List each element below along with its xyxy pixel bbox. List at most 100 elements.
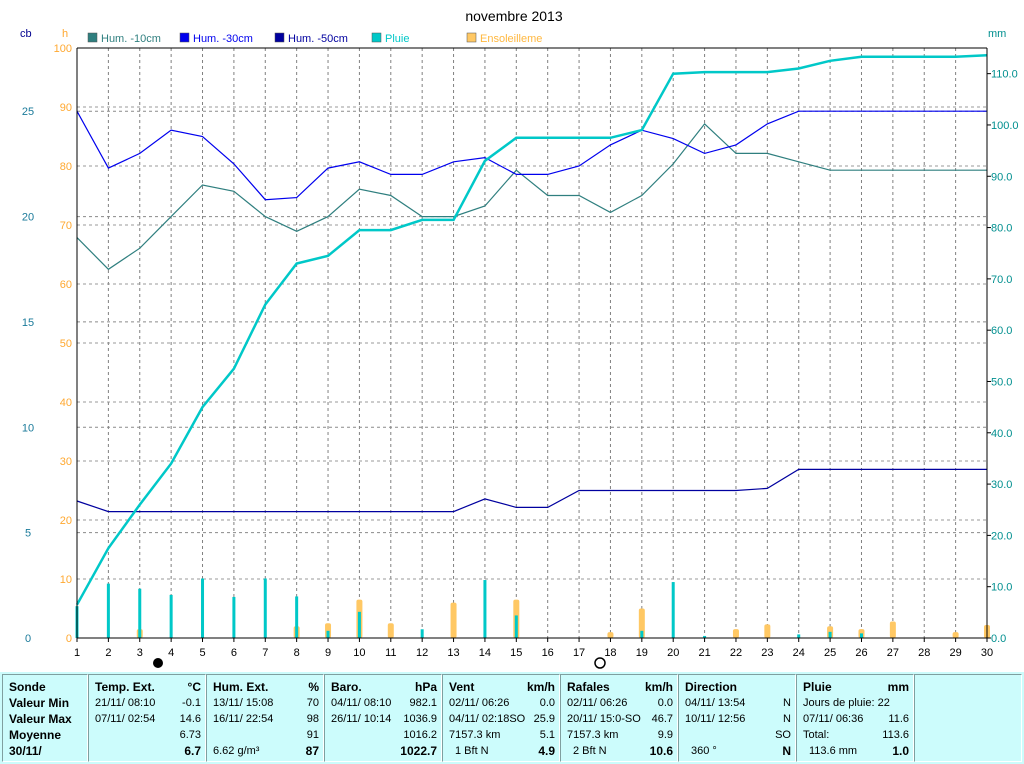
hum-max-date: 16/11/ 22:54 — [213, 713, 274, 725]
legend-label: Ensoleilleme — [480, 33, 542, 45]
rafales-max-val: 46.7 — [651, 713, 673, 725]
rain-bar — [703, 635, 707, 638]
baro-max-date: 26/11/ 10:14 — [331, 713, 392, 725]
left-inner-unit: h — [62, 28, 68, 40]
label-sonde: Sonde — [9, 680, 46, 694]
legend-label: Hum. -10cm — [101, 33, 161, 45]
pluie-max-val: 11.6 — [888, 713, 909, 725]
pluie-total-label: Total: — [803, 729, 830, 741]
legend-label: Pluie — [385, 33, 409, 45]
right-tick-label: 60.0 — [991, 325, 1012, 337]
left-outer-tick-label: 15 — [22, 317, 34, 329]
temp-max-val: 14.6 — [179, 713, 201, 725]
x-tick-label: 24 — [793, 647, 805, 659]
rain-bar — [263, 578, 267, 638]
rain-bar — [326, 630, 330, 638]
left-outer-tick-label: 25 — [22, 106, 34, 118]
temp-min-val: -0.1 — [182, 697, 201, 709]
right-tick-label: 110.0 — [991, 69, 1018, 81]
left-inner-tick-label: 40 — [60, 397, 72, 409]
stats-temp: Temp. Ext. °C 21/11/ 08:10 -0.1 07/11/ 02:… — [88, 674, 206, 762]
dir-max-date: 10/11/ 12:56 — [685, 713, 746, 725]
x-tick-label: 28 — [918, 647, 930, 659]
left-outer-tick-label: 20 — [22, 212, 34, 224]
dir-deg: 360 ° — [691, 745, 717, 757]
legend-swatch — [87, 32, 98, 43]
vent-max-date: 04/11/ 02:18SO — [449, 713, 526, 725]
rafales-max-date: 20/11/ 15:0-SO — [567, 713, 641, 725]
rain-bar — [169, 594, 173, 638]
temp-moy: 6.73 — [179, 729, 201, 741]
right-tick-label: 50.0 — [991, 376, 1012, 388]
x-tick-label: 6 — [231, 647, 237, 659]
sunshine-bar — [732, 629, 739, 638]
stats-direction: Direction 04/11/ 13:54 N 10/11/ 12:56 N SO… — [678, 674, 796, 762]
stats-vent: Vent km/h 02/11/ 06:26 0.0 04/11/ 02:18SO 2… — [442, 674, 560, 762]
x-tick-label: 18 — [604, 647, 616, 659]
rain-bar — [859, 633, 863, 638]
left-outer-tick-label: 5 — [25, 528, 31, 540]
x-tick-label: 8 — [294, 647, 300, 659]
vent-min-date: 02/11/ 06:26 — [449, 697, 510, 709]
right-unit: mm — [988, 28, 1006, 40]
pluie-current: 1.0 — [892, 744, 909, 758]
left-inner-tick-label: 80 — [60, 161, 72, 173]
x-tick-label: 2 — [105, 647, 111, 659]
x-tick-label: 22 — [730, 647, 742, 659]
weather-chart: novembre 2013 cb h mm Hum. -10cm Hum. -30… — [20, 8, 1019, 669]
pluie-total: 113.6 — [882, 729, 909, 741]
hum-title: Hum. Ext. — [213, 680, 269, 694]
x-tick-label: 15 — [510, 647, 522, 659]
x-tick-label: 9 — [325, 647, 331, 659]
vent-unit: km/h — [526, 680, 555, 694]
x-tick-label: 16 — [542, 647, 554, 659]
legend-label: Hum. -30cm — [193, 33, 253, 45]
series-lines — [75, 53, 988, 606]
right-tick-label: 100.0 — [991, 120, 1019, 132]
dir-moy: SO — [775, 729, 791, 741]
baro-moy: 1016.2 — [403, 729, 437, 741]
left-inner-tick-label: 50 — [60, 338, 72, 350]
pluie-title: Pluie — [803, 680, 832, 694]
left-inner-tick-label: 10 — [60, 574, 72, 586]
label-min: Valeur Min — [9, 696, 70, 710]
rafales-dist: 7157.3 km — [567, 729, 619, 741]
sunshine-bar — [387, 623, 394, 638]
rain-bar — [828, 631, 832, 638]
right-tick-label: 10.0 — [991, 582, 1012, 594]
vent-dist: 7157.3 km — [449, 729, 501, 741]
x-tick-label: 10 — [353, 647, 365, 659]
x-tick-label: 30 — [981, 647, 993, 659]
vent-moy: 5.1 — [539, 729, 555, 741]
rafales-moy: 9.9 — [657, 729, 673, 741]
sunshine-bar — [450, 602, 457, 638]
full-moon-icon — [594, 657, 606, 669]
rain-bar — [106, 583, 110, 638]
rafales-min-date: 02/11/ 06:26 — [567, 697, 628, 709]
temp-max-date: 07/11/ 02:54 — [95, 713, 156, 725]
left-inner-tick-label: 0 — [66, 633, 72, 645]
series-line-hum-30cm — [76, 110, 987, 201]
rain-bar — [138, 588, 142, 638]
sunshine-bar — [889, 621, 896, 638]
hum-min-date: 13/11/ 15:08 — [213, 697, 274, 709]
rafales-current: 10.6 — [649, 744, 673, 758]
x-tick-label: 23 — [761, 647, 773, 659]
dir-min-date: 04/11/ 13:54 — [685, 697, 746, 709]
stats-pluie: Pluie mm Jours de pluie: 22 07/11/ 06:36 1… — [796, 674, 914, 762]
x-tick-label: 21 — [698, 647, 710, 659]
x-tick-label: 20 — [667, 647, 679, 659]
pluie-cur-total: 113.6 mm — [809, 745, 858, 757]
vent-title: Vent — [449, 680, 475, 694]
x-tick-label: 17 — [573, 647, 585, 659]
dir-current: N — [782, 744, 791, 758]
right-tick-label: 30.0 — [991, 479, 1012, 491]
x-tick-label: 19 — [636, 647, 648, 659]
baro-max-val: 1036.9 — [403, 713, 437, 725]
baro-current: 1022.7 — [400, 744, 437, 758]
temp-min-date: 21/11/ 08:10 — [95, 697, 156, 709]
left-inner-tick-label: 60 — [60, 279, 72, 291]
temp-current: 6.7 — [184, 744, 201, 758]
series-line-pluie — [75, 53, 988, 606]
rain-bar — [797, 634, 801, 638]
